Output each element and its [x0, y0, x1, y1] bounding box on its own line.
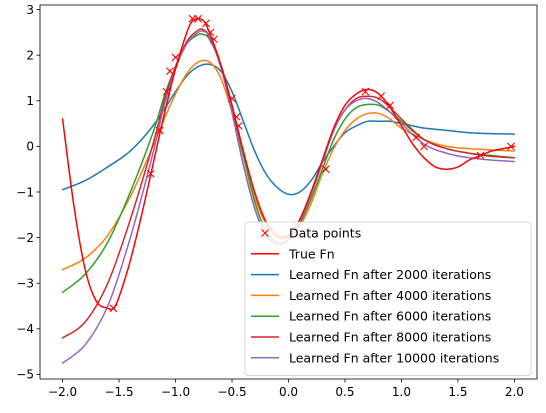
data-point-marker [109, 304, 118, 313]
data-point-marker [228, 94, 236, 103]
data-point-marker [507, 142, 515, 151]
y-tick-label: 2 [26, 48, 34, 62]
series-line-learned-fn-after-2000-iterations [61, 63, 516, 196]
data-point-marker [234, 121, 243, 130]
data-point-marker [194, 14, 203, 23]
y-tick-label: −2 [16, 231, 34, 245]
legend-label: Learned Fn after 4000 iterations [289, 288, 491, 303]
legend-label: Data points [289, 226, 361, 241]
y-tick-label: 1 [26, 94, 34, 108]
x-tick-label: −2.0 [48, 385, 77, 399]
legend-item: Learned Fn after 8000 iterations [251, 330, 491, 345]
legend-label: Learned Fn after 10000 iterations [289, 350, 499, 365]
x-tick-label: 1.5 [448, 385, 467, 399]
legend-item: Data points [261, 226, 361, 241]
y-tick-label: −1 [16, 185, 34, 199]
data-point-marker [386, 101, 395, 110]
legend-item: Learned Fn after 2000 iterations [251, 267, 491, 282]
x-tick-label: 0.5 [335, 385, 354, 399]
data-point-marker [232, 112, 241, 121]
data-point-marker [210, 35, 218, 44]
legend-item: Learned Fn after 6000 iterations [251, 309, 491, 324]
data-point-marker [321, 165, 330, 174]
legend-label: Learned Fn after 2000 iterations [289, 267, 491, 282]
y-tick-label: −4 [16, 322, 34, 336]
x-tick-label: −1.5 [104, 385, 133, 399]
data-point-marker [171, 53, 180, 62]
x-tick-label: −1.0 [161, 385, 190, 399]
y-tick-label: −5 [16, 368, 34, 382]
legend-marker-icon [261, 229, 269, 237]
data-point-marker [476, 151, 485, 160]
data-point-marker [162, 87, 171, 96]
legend-item: True Fn [251, 246, 335, 261]
y-tick-label: −3 [16, 277, 34, 291]
data-point-marker [412, 133, 421, 142]
legend-box [244, 221, 532, 377]
legend-label: Learned Fn after 8000 iterations [289, 330, 491, 345]
legend-item: Learned Fn after 4000 iterations [251, 288, 491, 303]
y-tick-label: 3 [26, 3, 34, 17]
data-point-marker [146, 169, 155, 178]
data-point-marker [206, 28, 215, 37]
x-tick-label: 2.0 [505, 385, 524, 399]
legend-item: Learned Fn after 10000 iterations [251, 350, 499, 365]
legend-label: Learned Fn after 6000 iterations [289, 309, 491, 324]
data-point-marker [377, 92, 386, 101]
data-point-marker [202, 19, 210, 28]
y-tick-label: 0 [26, 140, 34, 154]
x-tick-label: 0.0 [279, 385, 298, 399]
data-point-marker [155, 126, 164, 135]
y-axis: −5 −4 −3 −2 −1 0 1 2 3 [16, 3, 40, 382]
data-points-layer [109, 14, 515, 313]
data-point-marker [166, 67, 174, 76]
data-point-marker [188, 14, 197, 23]
data-point-marker [420, 142, 428, 151]
x-tick-label: −0.5 [217, 385, 246, 399]
x-axis: −2.0 −1.5 −1.0 −0.5 0.0 0.5 1.0 1.5 2.0 [48, 379, 524, 399]
legend: Data points True Fn Learned Fn after 2000 … [244, 221, 532, 377]
x-tick-label: 1.0 [392, 385, 411, 399]
data-point-marker [361, 87, 370, 96]
legend-label: True Fn [288, 246, 335, 261]
